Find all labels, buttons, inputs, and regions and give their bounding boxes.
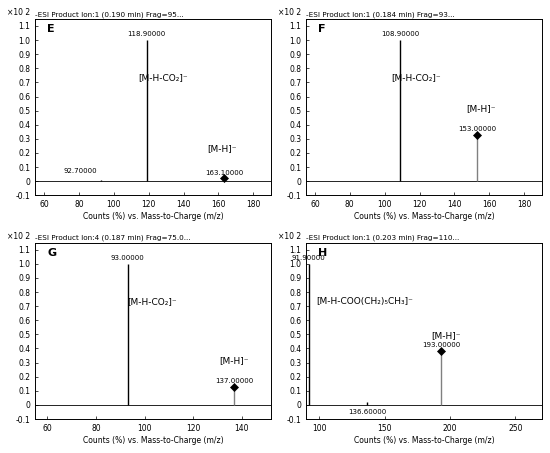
X-axis label: Counts (%) vs. Mass-to-Charge (m/z): Counts (%) vs. Mass-to-Charge (m/z) [354,212,494,221]
Text: [M-H-CO₂]⁻: [M-H-CO₂]⁻ [391,73,441,82]
Text: 92.70000: 92.70000 [64,168,97,174]
Text: [M-H-CO₂]⁻: [M-H-CO₂]⁻ [127,297,177,306]
Text: 153.00000: 153.00000 [458,126,496,132]
Text: -ESI Product Ion:1 (0.190 min) Frag=95...: -ESI Product Ion:1 (0.190 min) Frag=95..… [35,11,184,18]
Text: ×10 2: ×10 2 [278,232,301,241]
Text: 136.60000: 136.60000 [348,409,386,415]
Text: 193.00000: 193.00000 [422,342,460,348]
Text: [M-H]⁻: [M-H]⁻ [219,357,249,366]
Text: [M-H]⁻: [M-H]⁻ [431,331,461,340]
Text: [M-H-CO₂]⁻: [M-H-CO₂]⁻ [138,73,188,82]
Text: F: F [318,24,326,34]
Text: [M-H]⁻: [M-H]⁻ [207,144,236,153]
Text: G: G [47,248,56,258]
Text: -ESI Product Ion:4 (0.187 min) Frag=75.0...: -ESI Product Ion:4 (0.187 min) Frag=75.0… [35,235,191,241]
Text: ×10 2: ×10 2 [8,232,31,241]
Text: ×10 2: ×10 2 [8,8,31,17]
Text: -ESI Product Ion:1 (0.203 min) Frag=110...: -ESI Product Ion:1 (0.203 min) Frag=110.… [306,235,459,241]
Text: 93.00000: 93.00000 [111,255,145,261]
X-axis label: Counts (%) vs. Mass-to-Charge (m/z): Counts (%) vs. Mass-to-Charge (m/z) [82,436,223,445]
Text: H: H [318,248,327,258]
Text: 118.90000: 118.90000 [128,31,166,37]
X-axis label: Counts (%) vs. Mass-to-Charge (m/z): Counts (%) vs. Mass-to-Charge (m/z) [354,436,494,445]
Text: [M-H-COO(CH₂)₅CH₃]⁻: [M-H-COO(CH₂)₅CH₃]⁻ [317,297,414,306]
Text: -ESI Product Ion:1 (0.184 min) Frag=93...: -ESI Product Ion:1 (0.184 min) Frag=93..… [306,11,455,18]
Text: E: E [47,24,55,34]
Text: 137.00000: 137.00000 [215,378,254,384]
Text: 108.90000: 108.90000 [381,31,419,37]
Text: ×10 2: ×10 2 [278,8,301,17]
Text: [M-H]⁻: [M-H]⁻ [466,105,496,113]
Text: 91.90000: 91.90000 [292,255,326,261]
Text: 163.10000: 163.10000 [205,169,243,176]
X-axis label: Counts (%) vs. Mass-to-Charge (m/z): Counts (%) vs. Mass-to-Charge (m/z) [82,212,223,221]
